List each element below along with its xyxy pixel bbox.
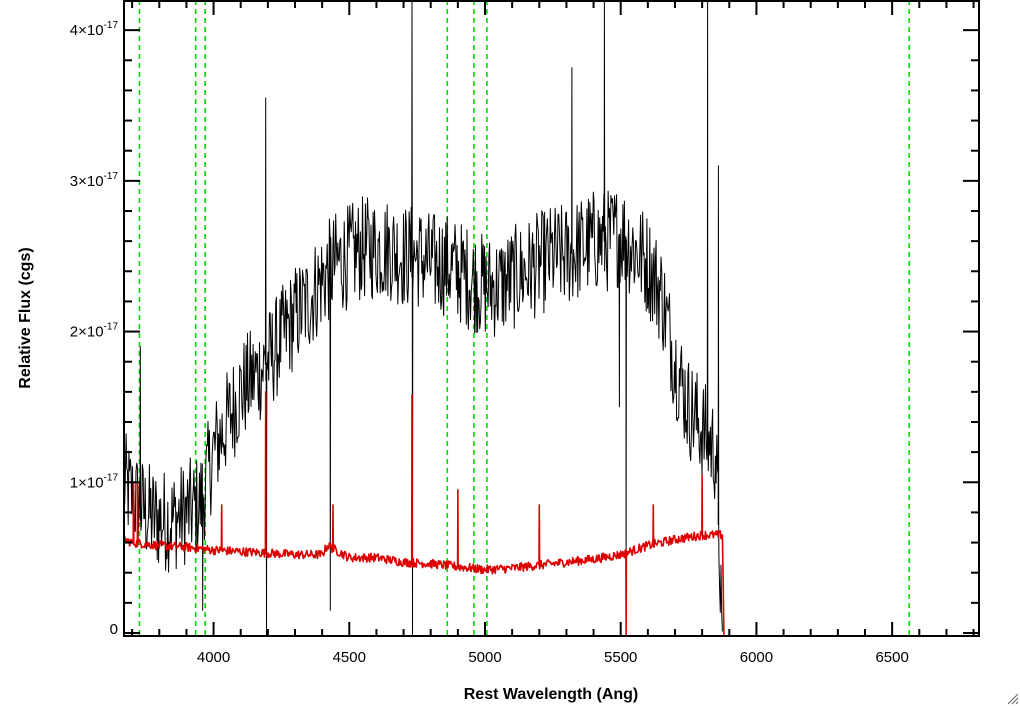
x-tick-label: 4500: [333, 649, 366, 666]
x-tick-label: 6500: [875, 649, 908, 666]
x-tick-labels: 4000 4500 5000 5500 6000 6500: [197, 649, 909, 666]
x-tick-label: 6000: [740, 649, 773, 666]
x-tick-label: 4000: [197, 649, 230, 666]
y-tick-label: 2×10-17: [70, 322, 119, 341]
object-spectrum-line: [123, 0, 723, 637]
y-tick-label: 4×10-17: [70, 20, 119, 39]
plot-frame: [123, 0, 980, 637]
resize-grip-icon[interactable]: [1007, 693, 1019, 705]
y-tick-label: 3×10-17: [70, 171, 119, 190]
x-tick-label: 5000: [468, 649, 501, 666]
reference-lines: [138, 0, 911, 636]
y-axis-title: Relative Flux (cgs): [17, 247, 34, 388]
ticks-layer: [124, 0, 979, 636]
y-tick-label: 0: [110, 621, 118, 638]
x-tick-label: 5500: [604, 649, 637, 666]
y-tick-labels: 0 1×10-17 2×10-17 3×10-17 4×10-17: [70, 20, 119, 638]
x-axis-title: Rest Wavelength (Ang): [464, 686, 639, 703]
y-tick-label: 1×10-17: [70, 472, 119, 491]
